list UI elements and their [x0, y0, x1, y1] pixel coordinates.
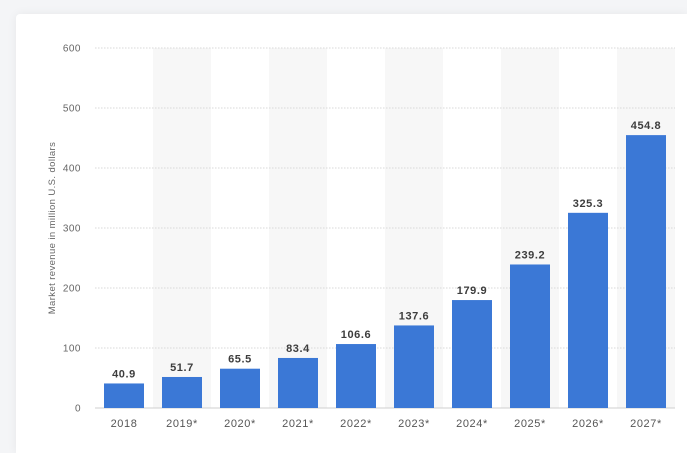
bar-2025	[510, 264, 550, 408]
bar-2024	[452, 300, 492, 408]
data-label: 137.6	[399, 310, 430, 322]
data-label: 106.6	[341, 329, 372, 341]
data-label: 65.5	[228, 354, 252, 366]
data-label: 325.3	[573, 198, 604, 210]
y-tick-label: 0	[75, 404, 81, 415]
x-axis-ticks: 2018 2019* 2020* 2021* 2022* 2023* 2024* 2025* 2…	[111, 418, 662, 430]
x-tick-label: 2026*	[572, 418, 604, 430]
data-label: 239.2	[515, 249, 546, 261]
data-label: 40.9	[112, 368, 136, 380]
y-tick-label: 500	[63, 104, 81, 115]
y-tick-label: 100	[63, 344, 81, 355]
y-axis-ticks: 0 100 200 300 400 500 600	[63, 44, 81, 415]
bar-2019	[162, 376, 202, 408]
bars	[104, 135, 666, 408]
x-tick-label: 2019*	[166, 418, 198, 430]
x-tick-label: 2021*	[282, 418, 314, 430]
y-tick-label: 300	[63, 224, 81, 235]
x-tick-label: 2020*	[224, 418, 256, 430]
x-tick-label: 2025*	[514, 418, 546, 430]
x-tick-label: 2022*	[340, 418, 372, 430]
bar-2020	[220, 368, 260, 408]
y-tick-label: 600	[63, 44, 81, 55]
x-tick-label: 2024*	[456, 418, 488, 430]
data-label: 51.7	[170, 362, 194, 374]
x-tick-label: 2027*	[630, 418, 662, 430]
bar-2026	[568, 212, 608, 408]
x-tick-label: 2018	[111, 418, 138, 430]
bar-2027	[626, 135, 666, 408]
y-tick-label: 400	[63, 164, 81, 175]
y-tick-label: 200	[63, 284, 81, 295]
bar-2023	[394, 325, 434, 408]
data-label: 83.4	[286, 343, 310, 355]
x-tick-label: 2023*	[398, 418, 430, 430]
y-axis-label: Market revenue in million U.S. dollars	[47, 142, 58, 315]
bar-2018	[104, 383, 144, 408]
bar-2021	[278, 357, 318, 408]
bar-2022	[336, 344, 376, 408]
data-label: 179.9	[457, 285, 488, 297]
data-label: 454.8	[631, 120, 662, 132]
data-labels: 40.9 51.7 65.5 83.4 106.6 137.6 179.9 239.2 325.…	[112, 120, 661, 380]
